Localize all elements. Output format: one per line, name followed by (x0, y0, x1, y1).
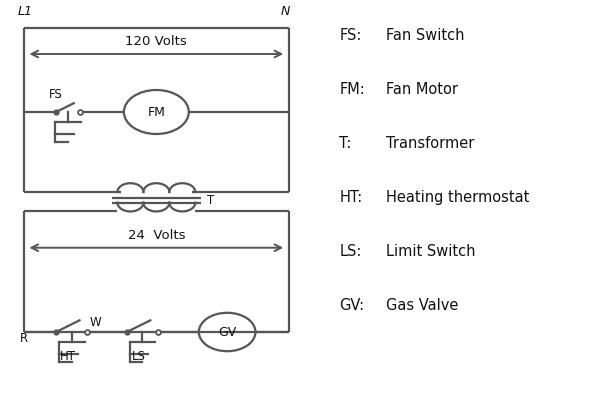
Text: Fan Switch: Fan Switch (386, 28, 465, 43)
Text: Limit Switch: Limit Switch (386, 244, 476, 259)
Text: L1: L1 (18, 5, 32, 18)
Text: N: N (280, 5, 290, 18)
Text: HT:: HT: (339, 190, 362, 205)
Text: FM:: FM: (339, 82, 365, 97)
Text: 24  Volts: 24 Volts (127, 229, 185, 242)
Text: 120 Volts: 120 Volts (126, 35, 187, 48)
Text: T:: T: (339, 136, 352, 151)
Text: HT: HT (60, 350, 76, 363)
Text: Heating thermostat: Heating thermostat (386, 190, 530, 205)
Text: FS:: FS: (339, 28, 362, 43)
Text: LS: LS (132, 350, 146, 363)
Text: T: T (207, 194, 214, 207)
Text: Transformer: Transformer (386, 136, 475, 151)
Text: W: W (90, 316, 101, 329)
Text: GV:: GV: (339, 298, 365, 313)
Text: LS:: LS: (339, 244, 362, 259)
Text: R: R (19, 332, 28, 345)
Text: Fan Motor: Fan Motor (386, 82, 458, 97)
Text: FS: FS (49, 88, 63, 101)
Text: GV: GV (218, 326, 236, 338)
Text: Gas Valve: Gas Valve (386, 298, 459, 313)
Text: FM: FM (148, 106, 165, 118)
